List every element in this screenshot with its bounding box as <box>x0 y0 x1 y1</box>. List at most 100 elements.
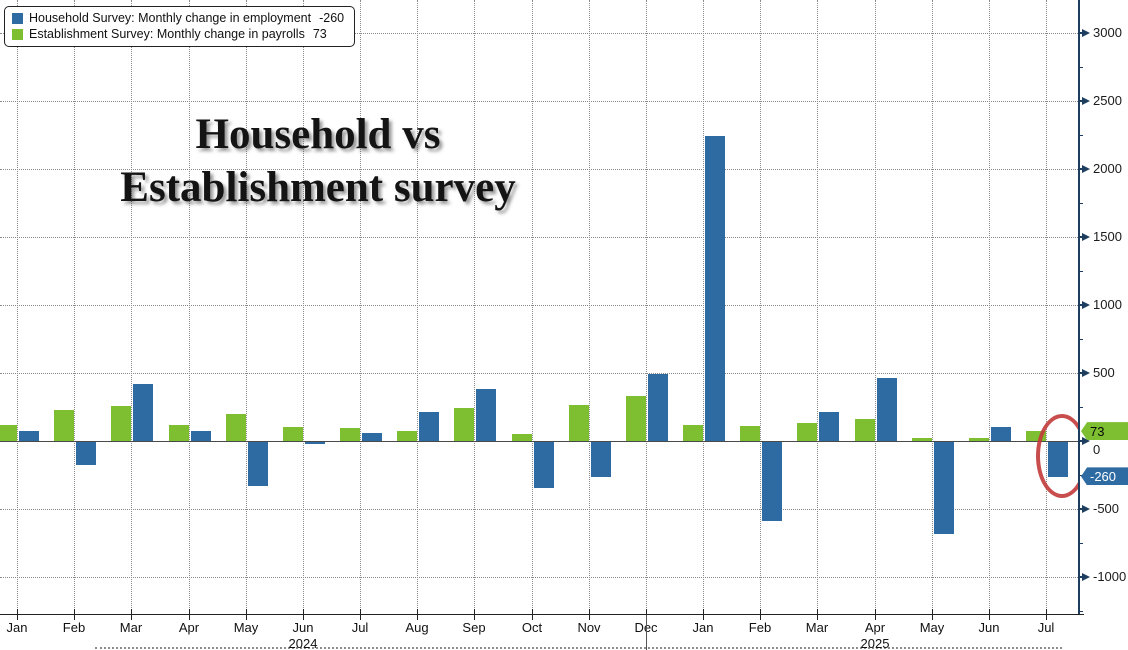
x-month-label: Oct <box>521 620 543 635</box>
year-separator-line <box>646 615 647 650</box>
highlight-ellipse-annotation <box>1036 414 1078 498</box>
gridline-horizontal <box>0 577 1078 578</box>
bar-establishment-may-16 <box>912 437 932 441</box>
x-month-tick <box>817 609 818 620</box>
x-month-label: Sep <box>462 620 486 635</box>
x-axis-line <box>0 614 1084 615</box>
bar-establishment-feb-1 <box>54 409 74 441</box>
bar-household-may-4 <box>248 442 268 487</box>
y-tick-label: 500 <box>1093 365 1115 380</box>
y-tick-arrow-icon <box>1082 165 1090 173</box>
y-axis-line <box>1078 0 1080 615</box>
bar-household-jul-6 <box>362 432 382 441</box>
legend: Household Survey: Monthly change in empl… <box>4 6 356 47</box>
y-minor-tick <box>1078 339 1083 340</box>
footer-dashed-line <box>95 647 1062 649</box>
bar-household-nov-10 <box>591 442 611 477</box>
x-month-label: Feb <box>62 620 86 635</box>
x-month-label: May <box>233 620 259 635</box>
x-month-tick <box>646 609 647 620</box>
gridline-horizontal <box>0 305 1078 306</box>
x-month-tick <box>989 609 990 620</box>
bar-household-jan-0 <box>19 430 39 441</box>
x-month-tick <box>875 609 876 620</box>
bar-establishment-jul-6 <box>340 428 360 441</box>
y-major-tick <box>1078 508 1083 510</box>
gridline-horizontal <box>0 33 1078 34</box>
legend-value-establishment: 73 <box>312 27 327 41</box>
x-month-label: Aug <box>405 620 429 635</box>
x-month-tick <box>303 609 304 620</box>
gridline-horizontal <box>0 237 1078 238</box>
y-tick-label: 2500 <box>1093 93 1122 108</box>
y-minor-tick <box>1078 135 1083 136</box>
y-minor-tick <box>1078 271 1083 272</box>
y-major-tick <box>1078 168 1083 170</box>
bar-household-oct-9 <box>534 442 554 488</box>
bar-establishment-nov-10 <box>569 404 589 441</box>
axis-badge-household: -260 <box>1081 467 1128 486</box>
y-major-tick <box>1078 32 1083 34</box>
bar-household-jun-17 <box>991 427 1011 441</box>
y-tick-arrow-icon <box>1082 573 1090 581</box>
x-month-tick <box>589 609 590 620</box>
bar-establishment-apr-15 <box>855 419 875 441</box>
y-minor-tick <box>1078 67 1083 68</box>
bar-establishment-sep-8 <box>454 408 474 441</box>
bar-establishment-jan-12 <box>683 424 703 441</box>
x-month-label: Jan <box>692 620 714 635</box>
y-tick-label: 1000 <box>1093 297 1122 312</box>
y-tick-label: -500 <box>1093 501 1120 516</box>
y-tick-arrow-icon <box>1082 97 1090 105</box>
gridline-horizontal <box>0 509 1078 510</box>
plot-area: Household vs Establishment survey Househ… <box>0 0 1078 610</box>
y-tick-label: 1500 <box>1093 229 1122 244</box>
x-month-label: Jan <box>6 620 28 635</box>
y-major-tick <box>1078 304 1083 306</box>
bar-household-sep-8 <box>476 388 496 441</box>
bar-household-jan-12 <box>705 136 725 441</box>
y-major-tick <box>1078 100 1083 102</box>
y-minor-tick <box>1078 203 1083 204</box>
x-month-label: Jul <box>1037 620 1055 635</box>
bar-establishment-apr-3 <box>169 424 189 441</box>
x-month-label: Apr <box>178 620 200 635</box>
y-tick-label: -1000 <box>1093 569 1127 584</box>
gridline-horizontal <box>0 373 1078 374</box>
bar-household-feb-13 <box>762 442 782 521</box>
x-month-tick <box>932 609 933 620</box>
x-month-tick <box>360 609 361 620</box>
bar-household-mar-2 <box>133 383 153 441</box>
x-month-label: Feb <box>748 620 772 635</box>
y-tick-arrow-icon <box>1082 301 1090 309</box>
y-major-tick <box>1078 440 1083 442</box>
x-month-label: Jun <box>978 620 1000 635</box>
bar-household-feb-1 <box>76 442 96 466</box>
y-tick-label: 3000 <box>1093 25 1122 40</box>
bar-establishment-jun-5 <box>283 427 303 441</box>
x-month-label: Jul <box>351 620 369 635</box>
zero-baseline <box>0 441 1078 442</box>
bar-establishment-jun-17 <box>969 437 989 441</box>
bar-establishment-feb-13 <box>740 426 760 441</box>
bar-establishment-mar-2 <box>111 406 131 441</box>
y-minor-tick <box>1078 407 1083 408</box>
bar-establishment-aug-7 <box>397 430 417 441</box>
x-month-tick <box>246 609 247 620</box>
x-month-tick <box>417 609 418 620</box>
bar-establishment-mar-14 <box>797 423 817 441</box>
y-major-tick <box>1078 372 1083 374</box>
y-minor-tick <box>1078 611 1083 612</box>
x-month-label: May <box>919 620 945 635</box>
x-month-tick <box>532 609 533 620</box>
axis-badge-establishment: 73 <box>1081 422 1128 441</box>
bar-establishment-dec-11 <box>626 396 646 441</box>
bar-household-aug-7 <box>419 411 439 441</box>
y-minor-tick <box>1078 475 1083 476</box>
y-major-tick <box>1078 236 1083 238</box>
y-tick-label: 2000 <box>1093 161 1122 176</box>
bar-household-apr-3 <box>191 431 211 441</box>
gridline-horizontal <box>0 101 1078 102</box>
